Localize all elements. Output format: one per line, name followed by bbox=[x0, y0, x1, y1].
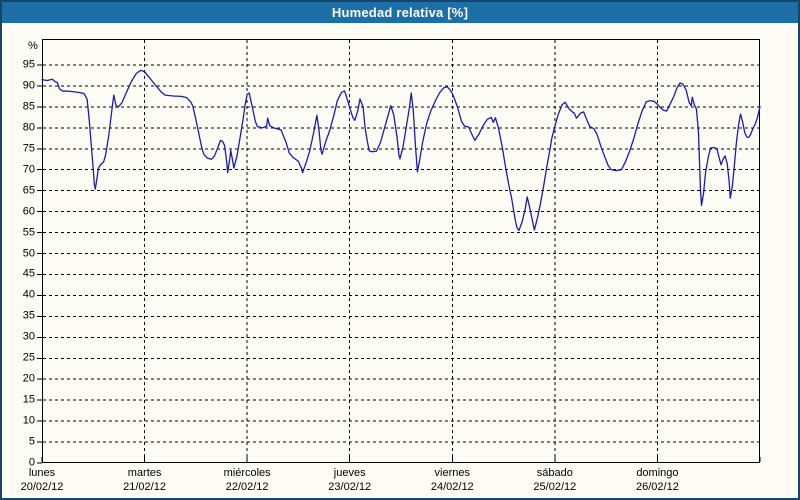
x-axis-day-label: domingo bbox=[636, 467, 679, 479]
x-axis-day-label: lunes bbox=[28, 467, 56, 479]
plot-frame bbox=[42, 39, 760, 463]
y-axis-label: 65 bbox=[22, 184, 35, 197]
y-axis-label: 75 bbox=[22, 142, 35, 155]
x-axis-date-label: 25/02/12 bbox=[533, 481, 577, 493]
y-axis-unit-label: % bbox=[28, 40, 38, 52]
x-axis-day-label: miércoles bbox=[223, 467, 271, 479]
y-axis-label: 60 bbox=[22, 205, 35, 218]
x-axis-date-label: 21/02/12 bbox=[123, 481, 166, 493]
y-axis-label: 15 bbox=[22, 393, 35, 406]
y-axis-label: 25 bbox=[22, 351, 35, 364]
y-axis-label: 95 bbox=[22, 58, 35, 71]
x-axis: lunes 20/02/12 martes 21/02/12 miércoles 22/0… bbox=[2, 467, 798, 498]
x-axis-day-label: viernes bbox=[434, 467, 471, 479]
x-axis-date-label: 26/02/12 bbox=[636, 481, 679, 493]
y-axis-label: 30 bbox=[22, 330, 35, 343]
y-axis-label: 90 bbox=[22, 79, 35, 92]
x-axis-day-label: sábado bbox=[536, 467, 573, 479]
x-axis-date-label: 24/02/12 bbox=[430, 481, 474, 493]
humidity-line bbox=[41, 69, 761, 232]
plot-area bbox=[37, 39, 761, 464]
y-axis-label: 55 bbox=[22, 226, 35, 239]
y-axis-label: 0 bbox=[28, 456, 35, 469]
y-axis-label: 45 bbox=[22, 267, 35, 280]
y-axis-label: 20 bbox=[22, 372, 35, 385]
y-axis-label: 40 bbox=[22, 288, 35, 301]
chart-title-bar: Humedad relativa [%] bbox=[2, 2, 798, 23]
y-axis-label: 35 bbox=[22, 309, 35, 322]
y-axis-label: 70 bbox=[22, 163, 35, 176]
x-axis-day-label: martes bbox=[127, 467, 162, 479]
y-axis-label: 50 bbox=[22, 247, 35, 259]
x-axis-day-label: jueves bbox=[333, 467, 366, 479]
y-axis-label: 80 bbox=[22, 121, 35, 134]
x-axis-date-label: 23/02/12 bbox=[328, 481, 372, 493]
x-axis-date-label: 20/02/12 bbox=[20, 481, 64, 493]
y-axis: 0 5 10 15 20 25 30 35 40 45 50 55 60 65 70 75 80 85 90 95 bbox=[6, 39, 35, 468]
y-axis-label: 85 bbox=[22, 100, 35, 113]
y-axis-label: 10 bbox=[22, 414, 35, 427]
chart-title: Humedad relativa [%] bbox=[331, 5, 469, 20]
x-axis-date-label: 22/02/12 bbox=[225, 481, 269, 493]
y-axis-label: 5 bbox=[28, 435, 35, 448]
